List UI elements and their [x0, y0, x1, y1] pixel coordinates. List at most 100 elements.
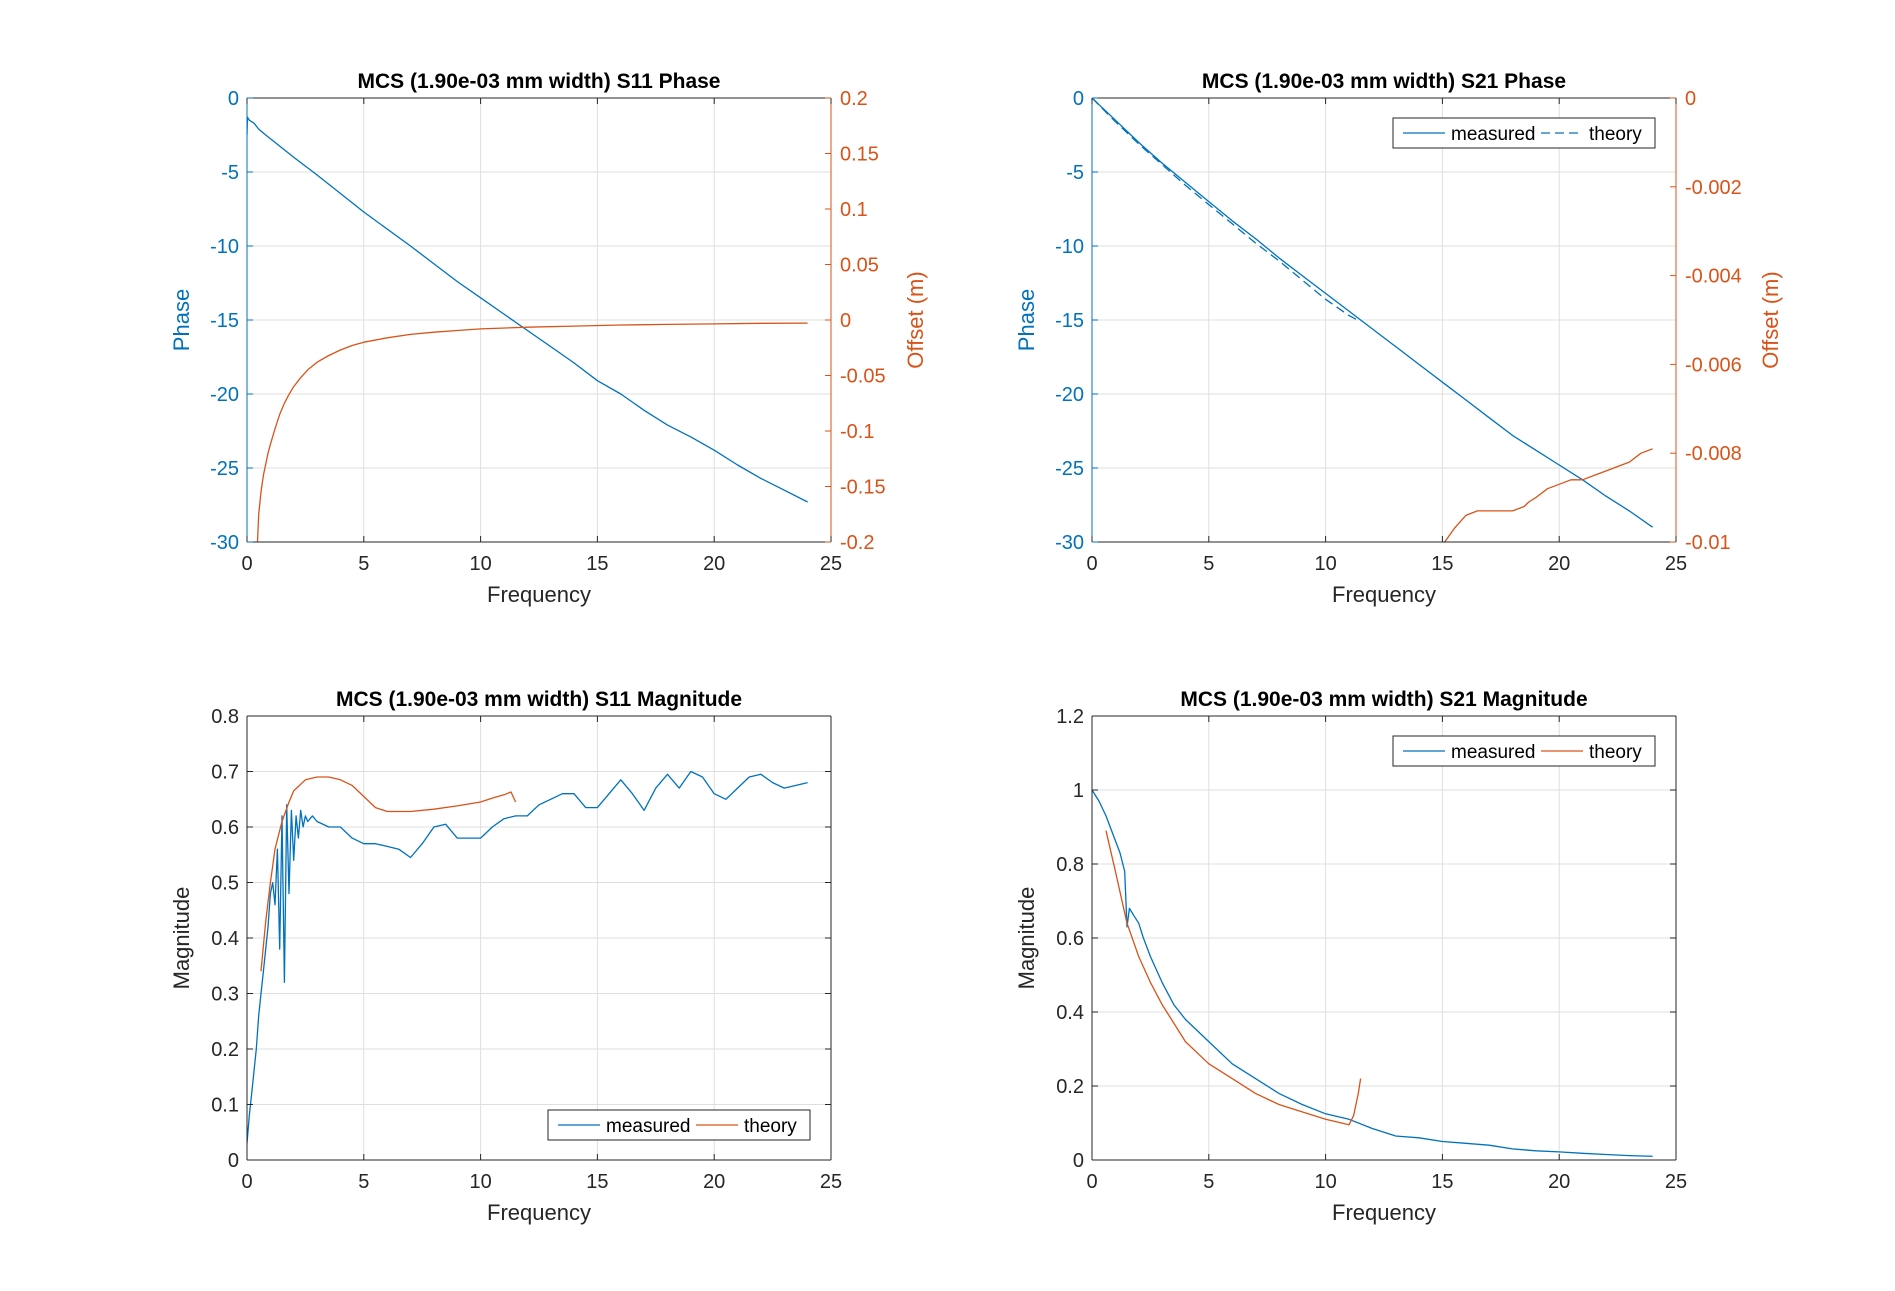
y2-tick-label: -0.1 — [840, 421, 874, 443]
y2-tick-label: 0 — [1685, 88, 1696, 110]
legend-label-theory: theory — [1589, 124, 1642, 145]
y2-tick-label: 0.15 — [840, 144, 879, 166]
y2-axis-label: Offset (m) — [1758, 271, 1783, 368]
y-tick-label: -20 — [210, 384, 239, 406]
y-tick-label: 0.6 — [211, 817, 239, 839]
x-tick-label: 20 — [703, 553, 725, 575]
y-tick-label: 0 — [228, 1150, 239, 1172]
y-tick-label: 1 — [1073, 780, 1084, 802]
legend: measured theory — [1392, 117, 1656, 149]
y-tick-label: -25 — [1055, 458, 1084, 480]
y-axis-label: Magnitude — [169, 887, 194, 990]
series-group — [1092, 789, 1653, 1157]
x-axis-label: Frequency — [487, 582, 591, 607]
y-axis-label: Phase — [1014, 289, 1039, 351]
chart-panel-s11-magnitude: 0 5 10 15 20 25 0 0.1 0.2 0.3 0.4 0.5 0.6 0.7 0.8 MCS (… — [169, 688, 842, 1225]
y-tick-label: -10 — [1055, 236, 1084, 258]
y-axis-label: Phase — [169, 289, 194, 351]
y2-tick-label: -0.15 — [840, 477, 886, 499]
y-tick-label: 0.2 — [1056, 1076, 1084, 1098]
y2-tick-label: 0.2 — [840, 88, 868, 110]
y2-tick-label: 0.05 — [840, 255, 879, 277]
y-tick-label: 0.6 — [1056, 928, 1084, 950]
x-axis-label: Frequency — [1332, 1200, 1436, 1225]
x-tick-label: 15 — [1431, 553, 1453, 575]
x-tick-label: 10 — [1314, 1171, 1336, 1193]
legend: measured theory — [547, 1109, 811, 1141]
y2-tick-label: 0.1 — [840, 199, 868, 221]
x-tick-label: 5 — [1203, 553, 1214, 575]
y-tick-label: 0.4 — [211, 928, 239, 950]
y-axis-label: Magnitude — [1014, 887, 1039, 990]
y-tick-label: -5 — [221, 162, 239, 184]
y2-tick-label: -0.008 — [1685, 443, 1742, 465]
y-tick-label: 0 — [1073, 88, 1084, 110]
x-tick-label: 10 — [469, 1171, 491, 1193]
series-line-measured — [1092, 98, 1653, 528]
x-axis-label: Frequency — [1332, 582, 1436, 607]
chart-title: MCS (1.90e-03 mm width) S21 Phase — [1202, 70, 1566, 93]
x-tick-label: 5 — [358, 1171, 369, 1193]
y-tick-label: -30 — [1055, 532, 1084, 554]
legend-label-measured: measured — [606, 1116, 691, 1137]
x-tick-label: 20 — [703, 1171, 725, 1193]
y-tick-label: 0.8 — [1056, 854, 1084, 876]
y2-tick-label: -0.004 — [1685, 266, 1742, 288]
x-tick-label: 10 — [469, 553, 491, 575]
series-line-measured — [247, 770, 808, 1144]
series-group — [247, 770, 808, 1144]
series-group — [247, 116, 808, 542]
y-tick-label: -15 — [210, 310, 239, 332]
y-tick-label: -30 — [210, 532, 239, 554]
legend-label-measured: measured — [1451, 124, 1536, 145]
y2-tick-label: -0.05 — [840, 366, 886, 388]
series-line-series-2 — [1444, 448, 1653, 542]
y-tick-label: -10 — [210, 236, 239, 258]
y2-tick-label: -0.01 — [1685, 532, 1731, 554]
x-tick-label: 20 — [1548, 553, 1570, 575]
legend: measured theory — [1392, 735, 1656, 767]
x-tick-label: 25 — [1665, 553, 1687, 575]
legend-label-theory: theory — [744, 1116, 797, 1137]
y2-axis-label: Offset (m) — [903, 271, 928, 368]
y2-tick-label: -0.2 — [840, 532, 874, 554]
x-axis-label: Frequency — [487, 1200, 591, 1225]
x-tick-label: 20 — [1548, 1171, 1570, 1193]
y-tick-label: 0.3 — [211, 984, 239, 1006]
series-line-theory — [260, 776, 517, 972]
chart-panel-s11-phase: 0 5 10 15 20 25 -30 -25 -20 -15 -10 -5 0 -0.2 -0.15 -0.… — [169, 70, 928, 607]
x-tick-label: 25 — [820, 553, 842, 575]
y-tick-label: 0.7 — [211, 762, 239, 784]
chart-title: MCS (1.90e-03 mm width) S11 Magnitude — [336, 688, 742, 711]
x-tick-label: 10 — [1314, 553, 1336, 575]
x-tick-label: 15 — [586, 1171, 608, 1193]
y-tick-label: -25 — [210, 458, 239, 480]
x-tick-label: 25 — [1665, 1171, 1687, 1193]
chart-panel-s21-phase: 0 5 10 15 20 25 -30 -25 -20 -15 -10 -5 0 -0.01 -0.008 -… — [1014, 70, 1783, 607]
y2-tick-label: 0 — [840, 310, 851, 332]
y-tick-label: 0 — [228, 88, 239, 110]
chart-title: MCS (1.90e-03 mm width) S21 Magnitude — [1180, 688, 1587, 711]
x-tick-label: 15 — [586, 553, 608, 575]
x-tick-label: 5 — [358, 553, 369, 575]
y2-tick-label: -0.002 — [1685, 177, 1742, 199]
x-tick-label: 15 — [1431, 1171, 1453, 1193]
y-tick-label: 0.5 — [211, 873, 239, 895]
y-tick-label: 1.2 — [1056, 706, 1084, 728]
y-tick-label: 0.2 — [211, 1039, 239, 1061]
x-tick-label: 0 — [1086, 553, 1097, 575]
y-tick-label: 0.8 — [211, 706, 239, 728]
y-tick-label: 0.1 — [211, 1095, 239, 1117]
y-tick-label: -20 — [1055, 384, 1084, 406]
x-tick-label: 5 — [1203, 1171, 1214, 1193]
y-tick-label: -15 — [1055, 310, 1084, 332]
chart-panel-s21-magnitude: 0 5 10 15 20 25 0 0.2 0.4 0.6 0.8 1 1.2 MCS (1.90e-03… — [1014, 688, 1687, 1225]
legend-label-theory: theory — [1589, 742, 1642, 763]
series-line-theory — [1092, 98, 1361, 323]
y-tick-label: 0 — [1073, 1150, 1084, 1172]
y-tick-label: -5 — [1066, 162, 1084, 184]
series-group — [1092, 98, 1653, 542]
x-tick-label: 25 — [820, 1171, 842, 1193]
x-tick-label: 0 — [1086, 1171, 1097, 1193]
